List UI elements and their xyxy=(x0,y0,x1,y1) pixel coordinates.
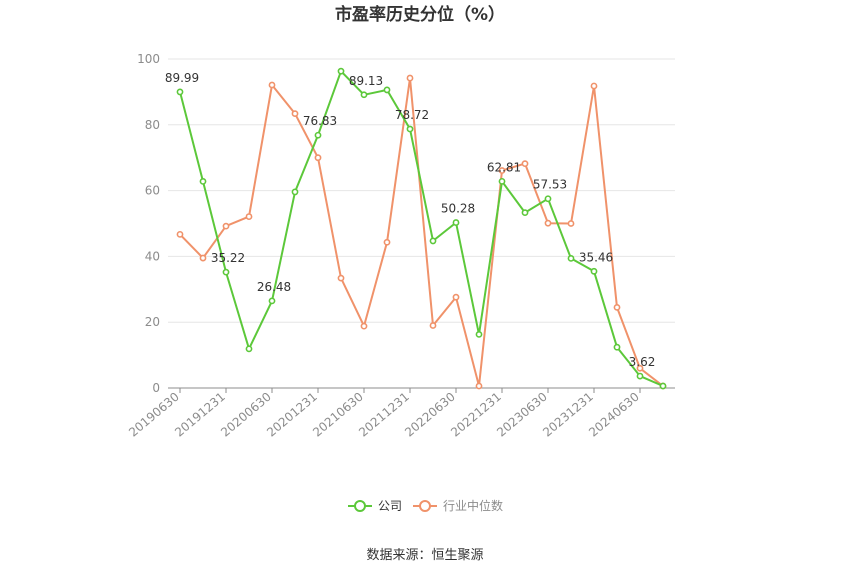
data-point[interactable] xyxy=(475,330,483,338)
x-tick-label: 20190630 xyxy=(126,390,182,440)
y-tick-label: 40 xyxy=(145,249,160,263)
data-point[interactable] xyxy=(498,167,506,174)
data-point[interactable] xyxy=(406,74,414,82)
data-source: 数据来源：恒生聚源 xyxy=(366,548,483,563)
legend-label-company: 公司 xyxy=(378,499,402,513)
y-tick-label: 20 xyxy=(145,315,160,329)
data-point[interactable] xyxy=(452,219,460,226)
data-point[interactable] xyxy=(521,209,529,217)
data-point[interactable] xyxy=(659,382,667,390)
data-point[interactable] xyxy=(406,125,414,133)
data-point[interactable] xyxy=(383,86,391,94)
data-label: 50.28 xyxy=(441,202,475,216)
series-company xyxy=(176,67,667,390)
data-point[interactable] xyxy=(176,88,184,96)
data-label: 35.22 xyxy=(211,251,245,265)
data-point[interactable] xyxy=(636,364,644,372)
data-point[interactable] xyxy=(337,274,345,282)
x-tick-label: 20240630 xyxy=(586,390,642,440)
data-point[interactable] xyxy=(337,67,345,75)
x-tick-label: 20200630 xyxy=(218,390,274,440)
x-tick-label: 20231231 xyxy=(540,390,596,440)
grid-lines xyxy=(168,58,675,323)
data-point[interactable] xyxy=(245,345,253,353)
data-point[interactable] xyxy=(383,238,391,246)
chart-title: 市盈率历史分位（%） xyxy=(335,4,505,25)
data-point[interactable] xyxy=(567,254,575,262)
data-point[interactable] xyxy=(429,237,437,245)
data-point[interactable] xyxy=(222,268,230,276)
x-tick-label: 20201231 xyxy=(264,390,320,440)
y-tick-label: 80 xyxy=(145,118,160,132)
data-label: 89.99 xyxy=(165,71,199,85)
data-point[interactable] xyxy=(268,297,276,305)
x-tick-label: 20230630 xyxy=(494,390,550,440)
data-point[interactable] xyxy=(544,219,552,227)
data-label: 62.81 xyxy=(487,160,521,174)
data-label: 26.48 xyxy=(257,280,291,294)
data-label: 89.13 xyxy=(349,74,383,88)
data-point[interactable] xyxy=(291,110,299,118)
data-point[interactable] xyxy=(567,220,575,227)
data-point[interactable] xyxy=(360,91,368,99)
data-point[interactable] xyxy=(590,267,598,275)
data-labels: 89.99 35.22 26.48 76.83 89.13 78.72 50.28 62.81… xyxy=(165,71,656,369)
legend-item-company[interactable]: 公司 xyxy=(348,499,402,513)
data-label: 76.83 xyxy=(303,114,337,128)
legend-label-industry-median: 行业中位数 xyxy=(443,498,503,513)
data-point[interactable] xyxy=(314,154,322,162)
x-tick-label: 20221231 xyxy=(448,390,504,440)
data-point[interactable] xyxy=(590,82,598,90)
series-industry-median xyxy=(176,74,667,390)
data-point[interactable] xyxy=(360,322,368,330)
data-point[interactable] xyxy=(613,343,621,351)
series-lines xyxy=(176,67,667,390)
data-point[interactable] xyxy=(199,177,207,185)
data-point[interactable] xyxy=(176,230,184,238)
x-tick-label: 20211231 xyxy=(356,390,412,440)
series-line xyxy=(179,70,664,387)
x-tick-label: 20210630 xyxy=(310,390,366,440)
data-point[interactable] xyxy=(613,303,621,311)
legend: 公司 行业中位数 xyxy=(348,498,503,513)
y-tick-label: 0 xyxy=(152,381,160,395)
data-point[interactable] xyxy=(636,372,644,380)
data-point[interactable] xyxy=(268,81,276,89)
data-point[interactable] xyxy=(429,322,437,329)
data-point[interactable] xyxy=(475,382,483,390)
data-label: 78.72 xyxy=(395,108,429,122)
x-tick-label: 20191231 xyxy=(172,390,228,440)
data-label: 35.46 xyxy=(579,250,613,264)
data-point[interactable] xyxy=(314,131,322,139)
x-tick-label: 20220630 xyxy=(402,390,458,440)
data-point[interactable] xyxy=(498,177,506,185)
legend-item-industry-median[interactable]: 行业中位数 xyxy=(413,498,503,513)
y-tick-label: 100 xyxy=(137,52,160,66)
data-point[interactable] xyxy=(222,222,230,230)
data-label: 3.62 xyxy=(629,355,656,369)
y-tick-label: 60 xyxy=(145,184,160,198)
data-point[interactable] xyxy=(452,293,460,301)
data-label: 57.53 xyxy=(533,178,567,192)
data-point[interactable] xyxy=(521,160,529,168)
data-point[interactable] xyxy=(245,213,253,220)
data-point[interactable] xyxy=(291,188,299,196)
data-point[interactable] xyxy=(544,195,552,203)
series-line xyxy=(179,77,664,387)
data-point[interactable] xyxy=(199,254,207,262)
